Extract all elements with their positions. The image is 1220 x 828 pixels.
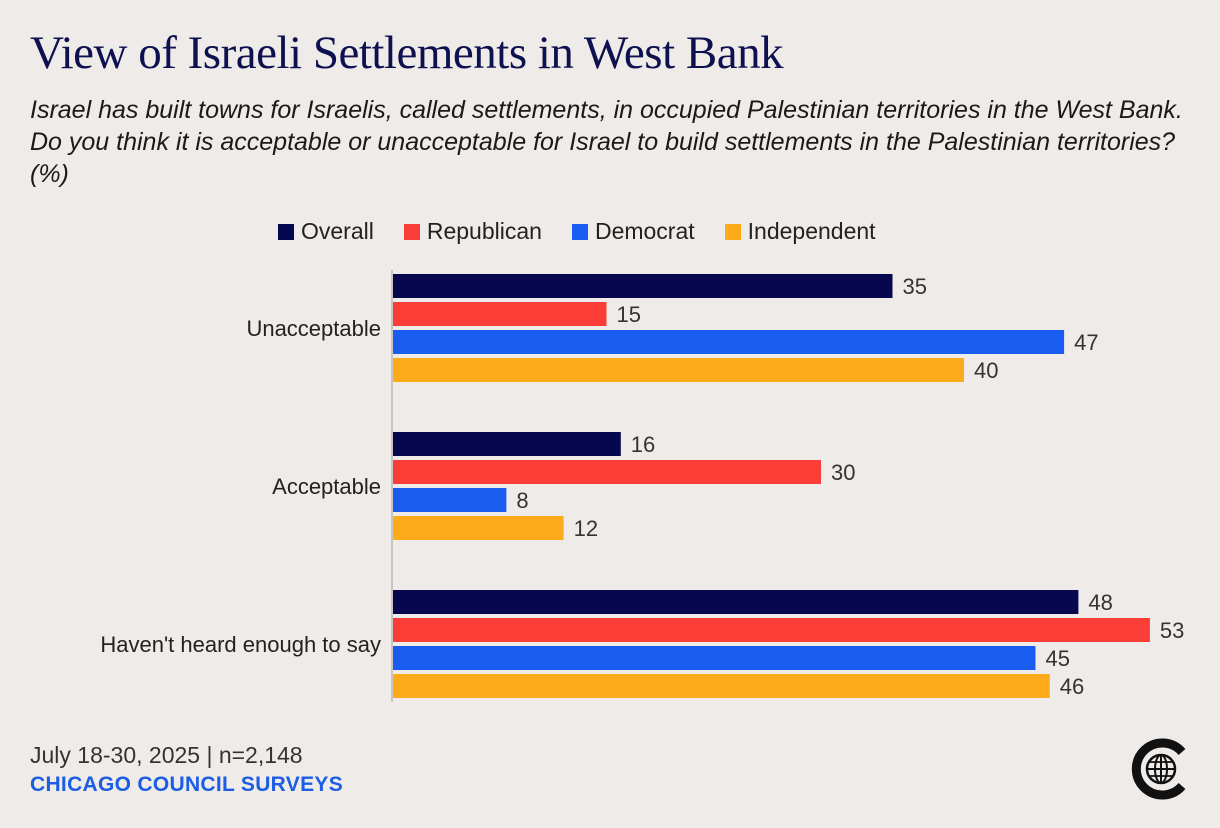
data-label: 15: [617, 302, 641, 327]
legend-item-independent: Independent: [724, 218, 876, 245]
bar: [392, 460, 821, 484]
bar: [392, 432, 621, 456]
bar: [392, 590, 1079, 614]
data-label: 46: [1060, 674, 1084, 699]
data-label: 40: [974, 358, 998, 383]
chart-subtitle: Israel has built towns for Israelis, cal…: [30, 96, 1183, 188]
bar: [392, 358, 964, 382]
legend: Overall Republican Democrat Independent: [278, 218, 906, 245]
bar: [392, 516, 564, 540]
chicago-council-globe-logo-icon: [1131, 738, 1186, 800]
bar: [392, 302, 607, 326]
bar: [392, 330, 1065, 354]
data-label: 35: [903, 274, 927, 299]
data-label: 8: [516, 488, 528, 513]
bar: [392, 674, 1050, 698]
survey-date: July 18-30, 2025 | n=2,148: [30, 742, 303, 768]
data-label: 16: [631, 432, 655, 457]
data-label: 30: [831, 460, 855, 485]
legend-label-overall: Overall: [301, 218, 374, 244]
data-label: 45: [1046, 646, 1070, 671]
legend-item-republican: Republican: [403, 218, 542, 245]
data-label: 47: [1074, 330, 1098, 355]
legend-swatch-overall: [278, 223, 294, 240]
legend-item-democrat: Democrat: [571, 218, 695, 245]
data-label: 53: [1160, 618, 1184, 643]
data-label: 12: [574, 516, 598, 541]
bar: [392, 274, 893, 298]
legend-item-overall: Overall: [278, 218, 374, 245]
bar: [392, 488, 507, 512]
chart-title: View of Israeli Settlements in West Bank: [30, 27, 784, 79]
category-label: Acceptable: [272, 474, 381, 499]
legend-swatch-independent: [724, 223, 741, 240]
category-label: Haven't heard enough to say: [100, 632, 381, 657]
legend-swatch-democrat: [571, 223, 588, 240]
legend-label-independent: Independent: [747, 218, 876, 244]
legend-label-republican: Republican: [426, 218, 542, 244]
legend-swatch-republican: [403, 223, 420, 240]
category-label: Unacceptable: [246, 316, 381, 341]
data-label: 48: [1088, 590, 1112, 615]
legend-label-democrat: Democrat: [594, 218, 695, 244]
bar: [392, 646, 1036, 670]
bar: [392, 618, 1150, 642]
source-label: CHICAGO COUNCIL SURVEYS: [30, 773, 343, 796]
